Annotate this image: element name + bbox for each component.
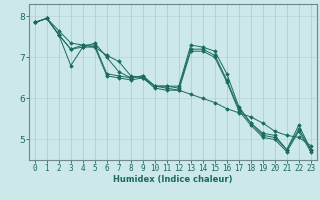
X-axis label: Humidex (Indice chaleur): Humidex (Indice chaleur) [113,175,233,184]
